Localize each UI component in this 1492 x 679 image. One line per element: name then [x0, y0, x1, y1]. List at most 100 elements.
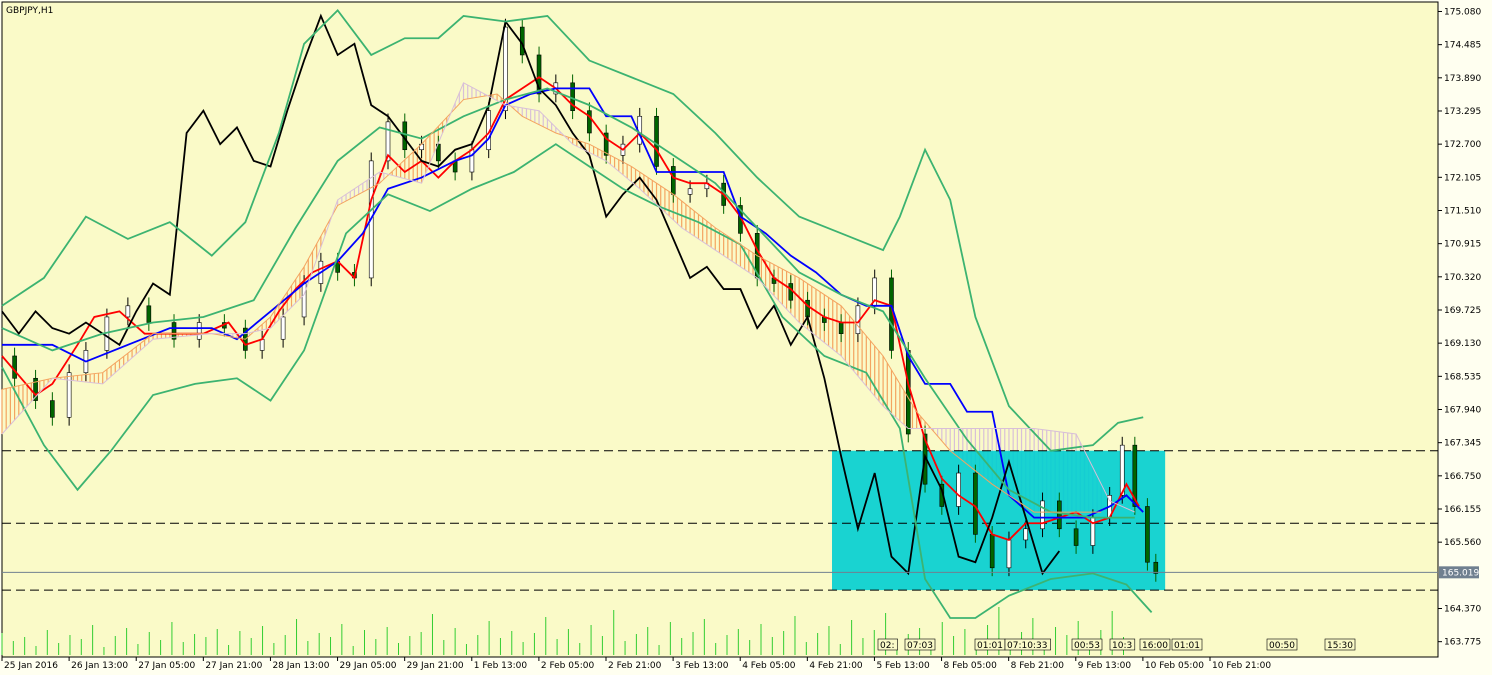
time-marker-label: 02:	[880, 641, 894, 651]
candle-body	[1153, 561, 1159, 574]
time-marker-label: 16:00	[1142, 641, 1168, 651]
series-kijun-sen	[2, 87, 1144, 519]
y-tick-label: 166.155	[1444, 505, 1481, 515]
x-tick-label: 5 Feb 13:00	[876, 661, 930, 671]
candle-body	[66, 372, 72, 418]
price-zone	[832, 450, 1166, 591]
y-tick-label: 170.320	[1444, 273, 1481, 283]
series-tenkan-sen	[1, 76, 1140, 541]
series-senkou-span-a	[1, 93, 1102, 513]
candle-body	[503, 26, 508, 112]
candle-body	[1057, 500, 1062, 530]
candle-body	[1006, 539, 1012, 569]
candle-body	[956, 472, 961, 507]
x-tick-label: 27 Jan 05:00	[138, 661, 195, 671]
price-tag-box	[1439, 566, 1479, 579]
x-tick-label: 28 Jan 13:00	[272, 661, 329, 671]
time-marker-box	[904, 638, 936, 651]
time-marker-label: 00:50	[1269, 641, 1295, 651]
y-tick-label: 173.890	[1444, 74, 1481, 84]
y-tick-label: 170.915	[1444, 240, 1481, 250]
candle-body	[50, 400, 55, 418]
y-tick-label: 166.750	[1444, 472, 1481, 482]
candle-body	[603, 132, 609, 156]
candle-body	[838, 322, 844, 334]
x-tick-label: 29 Jan 21:00	[407, 661, 464, 671]
y-tick-label: 169.130	[1444, 339, 1481, 349]
time-marker-box	[877, 638, 898, 651]
candle-body	[12, 355, 17, 379]
y-tick-label: 168.535	[1444, 372, 1481, 382]
candle-body	[1132, 444, 1138, 507]
time-marker-label: 07:03	[907, 641, 933, 651]
x-tick-label: 10 Feb 21:00	[1212, 661, 1271, 671]
y-tick-label: 172.700	[1444, 140, 1481, 150]
y-tick-label: 173.295	[1444, 107, 1481, 117]
plot-area	[1, 1, 1439, 658]
candle-body	[1119, 444, 1125, 496]
x-tick-label: 27 Jan 21:00	[205, 661, 262, 671]
time-marker-box	[1071, 638, 1103, 651]
candle-body	[1073, 528, 1079, 546]
series-bollinger-middle	[1, 87, 1135, 519]
time-marker-label: 00:53	[1074, 641, 1100, 651]
chart-title: GBPJPY,H1	[6, 6, 53, 16]
time-marker-label: 15:30	[1327, 641, 1353, 651]
x-tick-label: 9 Feb 13:00	[1078, 661, 1132, 671]
price-tag-label: 165.019	[1442, 568, 1479, 578]
time-marker-label: 01:01	[977, 641, 1003, 651]
x-tick-label: 29 Jan 05:00	[340, 661, 397, 671]
candle-body	[1023, 528, 1029, 541]
candle-body	[973, 472, 978, 535]
y-tick-label: 174.485	[1444, 41, 1481, 51]
x-tick-label: 1 Feb 13:00	[474, 661, 528, 671]
candle-body	[196, 322, 202, 340]
candle-body	[125, 305, 131, 318]
x-tick-label: 2 Feb 21:00	[608, 661, 662, 671]
series-senkou-span-b	[1, 82, 1136, 513]
x-tick-label: 26 Jan 13:00	[71, 661, 128, 671]
x-tick-label: 10 Feb 05:00	[1145, 661, 1204, 671]
x-tick-label: 3 Feb 13:00	[675, 661, 729, 671]
y-tick-label: 167.345	[1444, 439, 1481, 449]
candle-body	[1145, 506, 1150, 563]
x-tick-label: 8 Feb 21:00	[1011, 661, 1065, 671]
y-tick-label: 163.775	[1444, 638, 1481, 648]
candle-body	[654, 115, 659, 167]
y-tick-label: 171.510	[1444, 206, 1481, 216]
time-marker-label: 01:01	[1174, 641, 1200, 651]
candle-body	[146, 305, 152, 323]
candle-body	[259, 338, 265, 351]
x-tick-label: 2 Feb 05:00	[541, 661, 595, 671]
x-tick-label: 25 Jan 2016	[4, 661, 58, 671]
time-marker-box	[1109, 638, 1136, 651]
time-marker-label: 10:3	[1112, 641, 1132, 651]
candle-body	[905, 350, 911, 435]
y-tick-label: 165.560	[1444, 538, 1481, 548]
candle-body	[805, 299, 810, 318]
time-marker-box	[1139, 638, 1171, 651]
y-tick-label: 175.080	[1444, 7, 1481, 17]
candle-body	[687, 188, 693, 195]
candle-body	[536, 54, 542, 95]
time-marker-label: 07:10:33	[1007, 641, 1047, 651]
series-bollinger-lower	[1, 143, 1153, 619]
y-tick-label: 172.105	[1444, 173, 1481, 183]
series-bollinger-upper	[1, 8, 1144, 452]
time-marker-box	[1171, 638, 1203, 651]
candle-body	[301, 283, 307, 318]
candle-body	[989, 534, 995, 569]
candle-body	[171, 322, 177, 340]
candle-body	[1040, 500, 1045, 530]
time-marker-box	[1004, 638, 1051, 651]
x-tick-label: 4 Feb 05:00	[742, 661, 796, 671]
time-marker-box	[1266, 638, 1298, 651]
candle-body	[280, 316, 286, 340]
candle-body	[671, 166, 676, 195]
candle-body	[587, 110, 592, 134]
y-tick-label: 167.940	[1444, 405, 1481, 415]
time-marker-box	[1324, 638, 1356, 651]
candle-body	[385, 121, 391, 162]
